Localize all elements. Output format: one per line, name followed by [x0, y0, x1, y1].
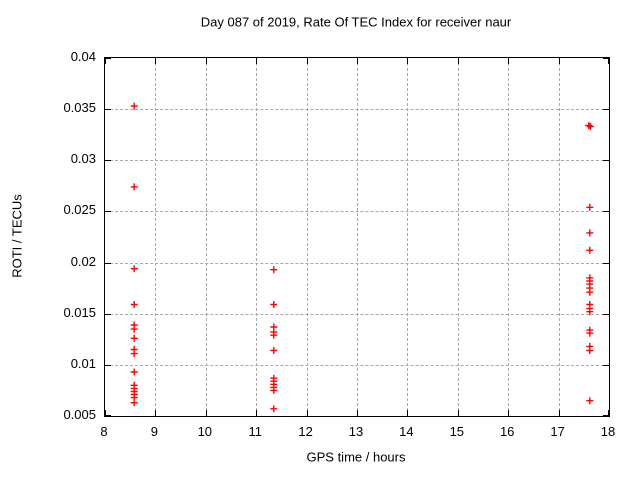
x-tick-label: 9: [150, 424, 159, 439]
y-tick-label: 0.025: [63, 202, 96, 218]
y-tick-mark: [105, 262, 111, 264]
x-tick-mark: [558, 58, 560, 64]
gridline-vertical: [457, 58, 459, 416]
x-axis-label: GPS time / hours: [306, 449, 406, 465]
y-tick-label: 0.02: [70, 253, 96, 269]
x-tick-mark: [155, 58, 157, 64]
y-tick-mark: [105, 313, 111, 315]
x-tick-mark: [457, 410, 459, 416]
chart-title: Day 087 of 2019, Rate Of TEC Index for r…: [200, 14, 512, 30]
y-tick-mark: [603, 262, 609, 264]
data-points-layer: [130, 102, 594, 413]
gridline-vertical: [205, 58, 207, 416]
y-tick-mark: [105, 364, 111, 366]
x-tick-mark: [205, 58, 207, 64]
gridline-horizontal: [105, 313, 609, 315]
gridline-horizontal: [105, 364, 609, 366]
x-tick-mark: [357, 410, 358, 416]
gridline-horizontal: [105, 211, 609, 213]
x-tick-mark: [205, 410, 207, 416]
x-tick-mark: [608, 58, 609, 64]
gridline-vertical: [155, 58, 157, 416]
x-tick-mark: [608, 410, 609, 416]
x-tick-label: 18: [600, 424, 616, 439]
x-tick-mark: [155, 410, 157, 416]
x-tick-label: 13: [348, 424, 364, 439]
plot-area: [104, 57, 610, 417]
gridline-horizontal: [105, 160, 609, 162]
gridline-horizontal: [105, 262, 609, 264]
x-tick-label: 12: [298, 424, 313, 439]
gridline-horizontal: [105, 109, 609, 111]
x-tick-mark: [306, 58, 308, 64]
x-tick-label: 17: [550, 424, 565, 439]
gridline-vertical: [508, 58, 510, 416]
x-tick-mark: [508, 410, 510, 416]
y-tick-mark: [105, 211, 111, 213]
y-tick-label: 0.015: [63, 304, 96, 320]
y-tick-label: 0.03: [70, 151, 96, 167]
y-tick-mark: [105, 160, 111, 162]
x-tick-label: 15: [449, 424, 465, 439]
scatter-plus-markers: [130, 102, 594, 413]
x-tick-mark: [306, 410, 308, 416]
y-tick-label: 0.01: [70, 355, 96, 371]
x-tick-label: 10: [197, 424, 213, 439]
y-tick-mark: [105, 58, 111, 59]
y-tick-mark: [603, 415, 609, 416]
y-tick-mark: [603, 211, 609, 213]
y-tick-mark: [603, 58, 609, 59]
gridline-vertical: [306, 58, 308, 416]
x-tick-mark: [256, 410, 258, 416]
y-tick-mark: [105, 415, 111, 416]
x-tick-label: 14: [399, 424, 414, 439]
gridline-vertical: [357, 58, 358, 416]
y-tick-mark: [603, 160, 609, 162]
y-tick-label: 0.035: [63, 100, 96, 116]
y-tick-label: 0.04: [70, 49, 96, 64]
y-tick-mark: [603, 364, 609, 366]
x-tick-mark: [457, 58, 459, 64]
y-tick-mark: [105, 109, 111, 111]
x-tick-mark: [105, 58, 106, 64]
x-tick-mark: [357, 58, 358, 64]
gridline-vertical: [256, 58, 258, 416]
x-tick-mark: [407, 410, 409, 416]
y-tick-mark: [603, 313, 609, 315]
y-tick-mark: [603, 109, 609, 111]
x-tick-mark: [508, 58, 510, 64]
x-tick-label: 16: [499, 424, 515, 439]
y-tick-label: 0.005: [63, 407, 96, 422]
x-tick-label: 8: [100, 424, 108, 439]
x-tick-mark: [407, 58, 409, 64]
x-tick-mark: [105, 410, 106, 416]
x-tick-mark: [256, 58, 258, 64]
x-tick-mark: [558, 410, 560, 416]
gridline-vertical: [558, 58, 560, 416]
x-tick-label: 11: [248, 424, 262, 439]
gridline-vertical: [407, 58, 409, 416]
